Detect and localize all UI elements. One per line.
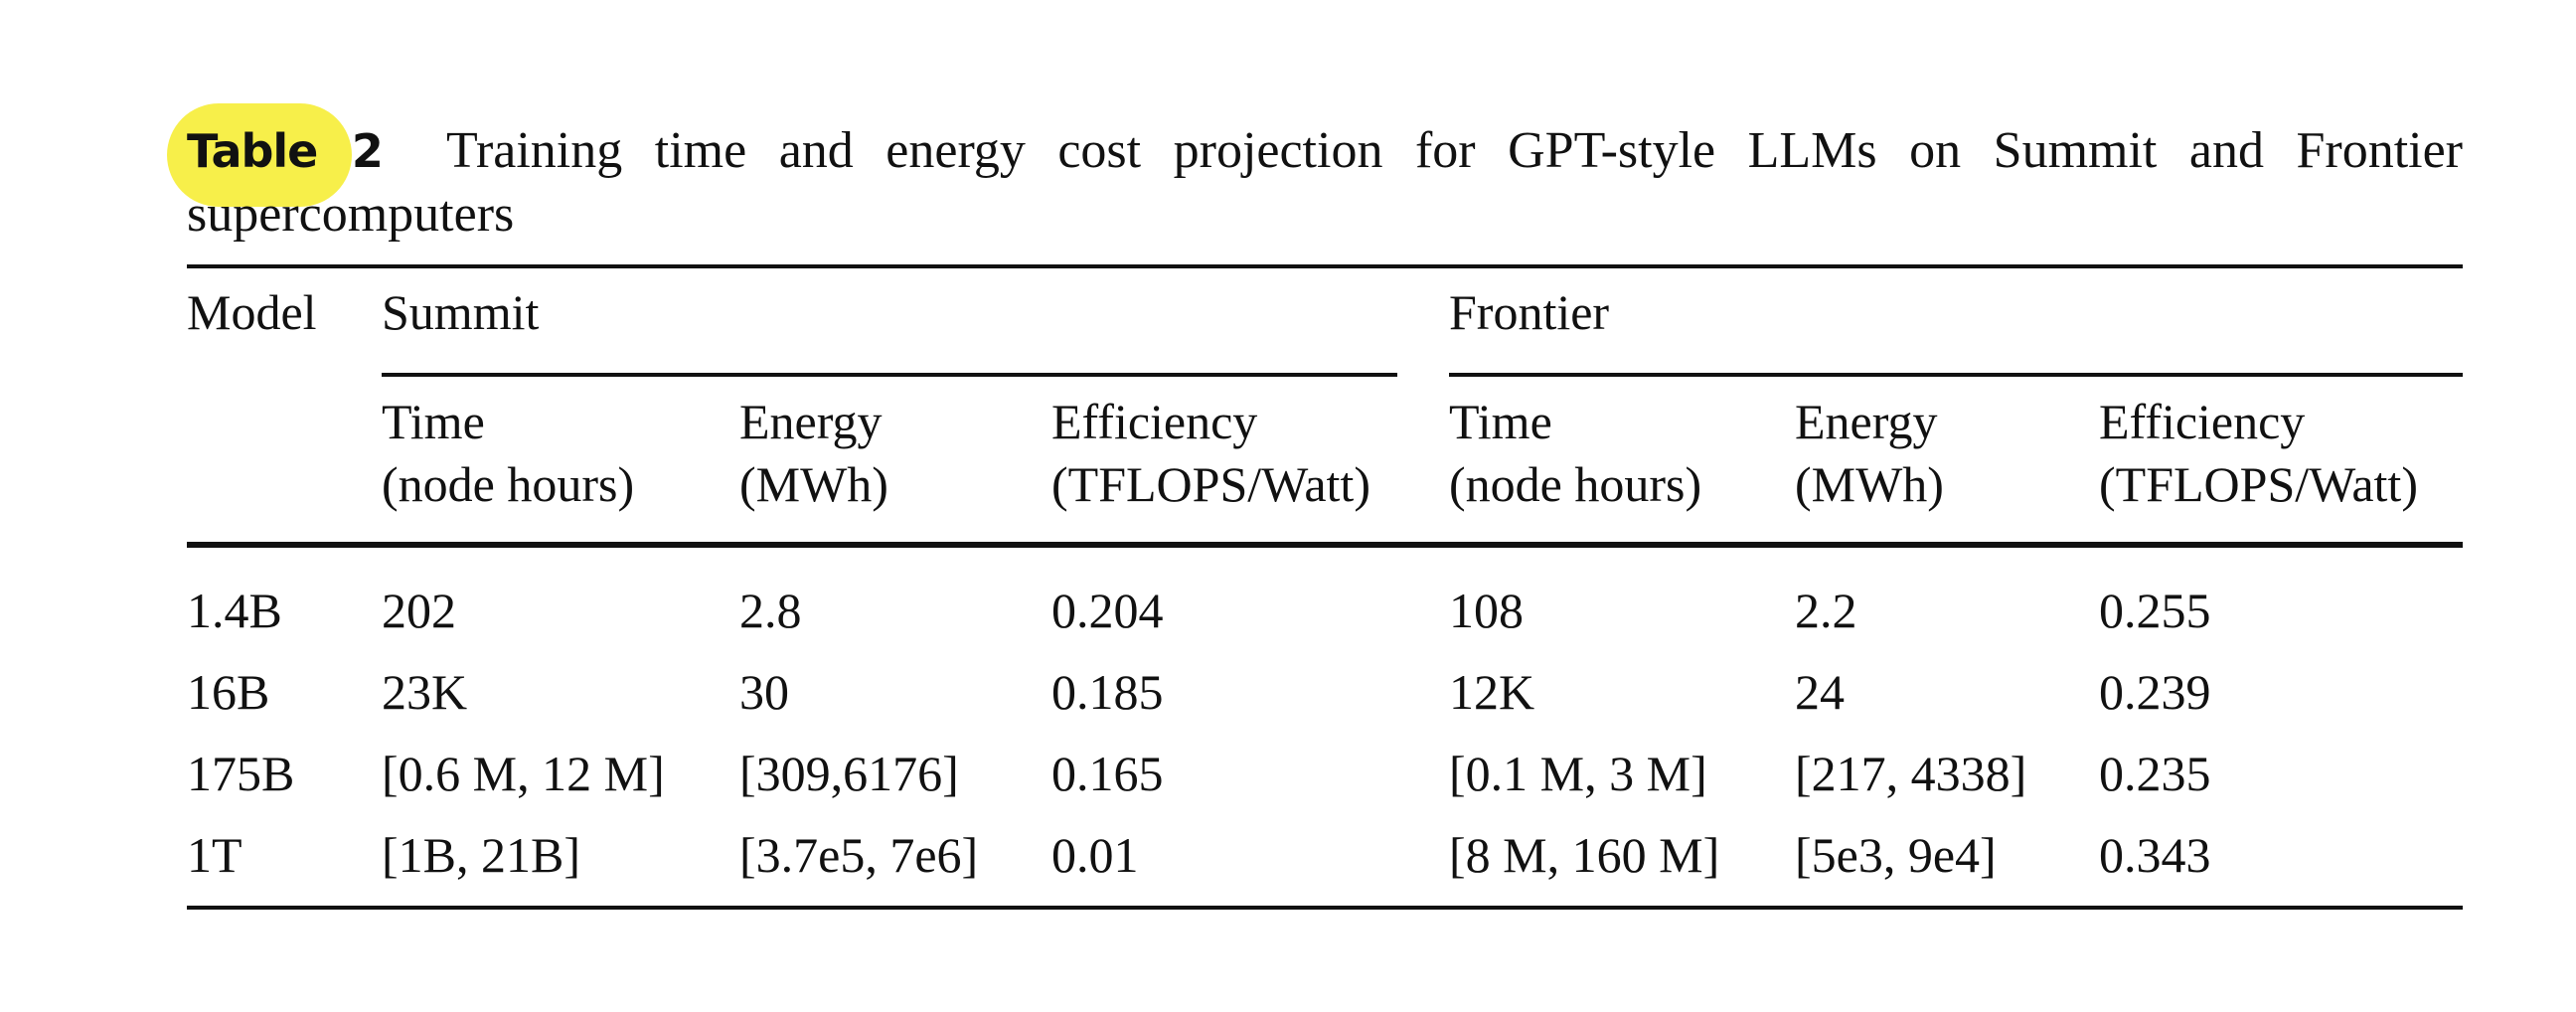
caption-text: Training time and energy cost projection… [187, 122, 2463, 243]
table-cell: 175B [187, 746, 295, 801]
table-cell: 24 [1795, 664, 1845, 720]
summit-group-rule [382, 373, 1397, 377]
table-cell: [0.6 M, 12 M] [382, 746, 665, 801]
table-cell: 0.185 [1051, 664, 1164, 720]
table-cell: 0.239 [2099, 664, 2211, 720]
table-cell: 202 [382, 583, 456, 638]
table-cell: 0.235 [2099, 746, 2211, 801]
table-cell: 2.2 [1795, 583, 1857, 638]
subheader-summit-energy: Energy [739, 394, 883, 449]
subheader-summit-efficiency: Efficiency [1051, 394, 1258, 449]
table-cell: 12K [1449, 664, 1535, 720]
table-cell: 0.165 [1051, 746, 1164, 801]
subheader-frontier-time-unit: (node hours) [1449, 456, 1702, 512]
table-cell: 16B [187, 664, 270, 720]
subheader-frontier-efficiency-unit: (TFLOPS/Watt) [2099, 456, 2418, 512]
subheader-summit-time: Time [382, 394, 485, 449]
table-cell: [1B, 21B] [382, 827, 580, 883]
summit-group-header: Summit [382, 284, 540, 340]
table-caption: Table 2 Training time and energy cost pr… [187, 119, 2463, 247]
table-cell: 0.01 [1051, 827, 1139, 883]
table-cell: [3.7e5, 7e6] [739, 827, 979, 883]
table-cell: 0.204 [1051, 583, 1164, 638]
subheader-summit-efficiency-unit: (TFLOPS/Watt) [1051, 456, 1370, 512]
caption-label: Table 2 [187, 124, 384, 178]
subheader-frontier-energy-unit: (MWh) [1795, 456, 1944, 512]
table-cell: 23K [382, 664, 468, 720]
table-top-rule [187, 264, 2463, 268]
frontier-group-header: Frontier [1449, 284, 1610, 340]
table-cell: 108 [1449, 583, 1524, 638]
table-cell: 2.8 [739, 583, 802, 638]
table-cell: 0.343 [2099, 827, 2211, 883]
subheader-summit-time-unit: (node hours) [382, 456, 635, 512]
header-bottom-rule [187, 542, 2463, 548]
table-cell: [0.1 M, 3 M] [1449, 746, 1707, 801]
table-cell: 0.255 [2099, 583, 2211, 638]
subheader-frontier-energy: Energy [1795, 394, 1938, 449]
table-cell: 30 [739, 664, 789, 720]
table-cell: 1T [187, 827, 242, 883]
table-cell: [309,6176] [739, 746, 959, 801]
table-bottom-rule [187, 906, 2463, 910]
subheader-frontier-efficiency: Efficiency [2099, 394, 2306, 449]
table-cell: [217, 4338] [1795, 746, 2027, 801]
caption-highlight [167, 103, 352, 207]
subheader-frontier-time: Time [1449, 394, 1552, 449]
table-cell: [5e3, 9e4] [1795, 827, 1997, 883]
table-cell: 1.4B [187, 583, 282, 638]
table-cell: [8 M, 160 M] [1449, 827, 1720, 883]
model-column-header: Model [187, 284, 317, 340]
frontier-group-rule [1449, 373, 2463, 377]
subheader-summit-energy-unit: (MWh) [739, 456, 888, 512]
